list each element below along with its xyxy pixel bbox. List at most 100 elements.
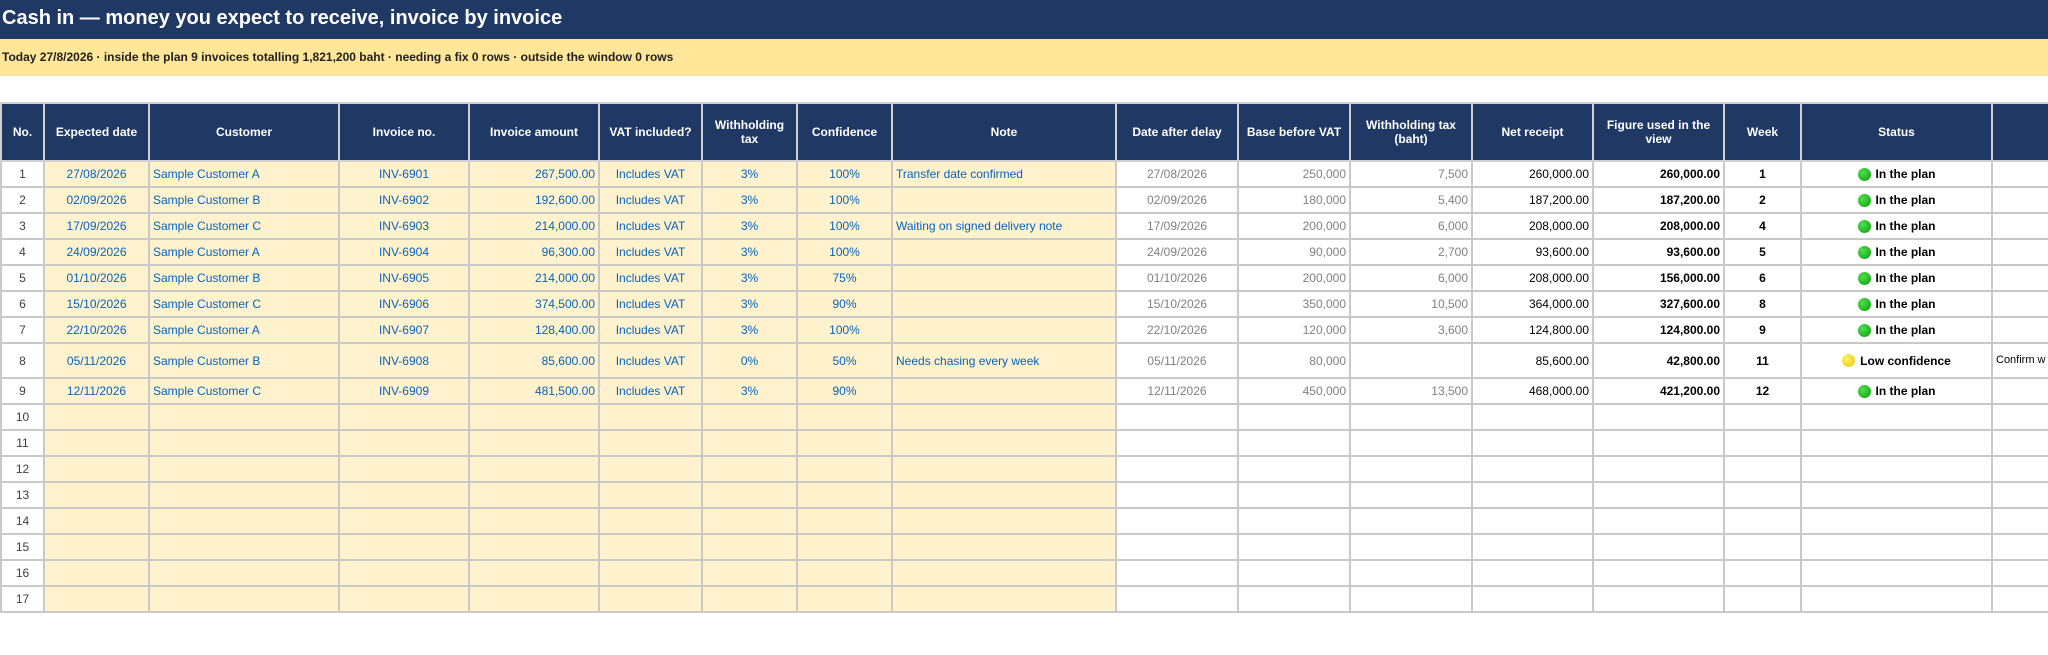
cell-date-after-delay[interactable] — [1115, 455, 1239, 483]
cell-withholding-tax[interactable] — [701, 585, 798, 613]
cell-week[interactable]: 4 — [1723, 212, 1802, 240]
cell-vat-included[interactable] — [598, 403, 703, 431]
cell-figure-used[interactable] — [1592, 507, 1725, 535]
cell-expected-date[interactable]: 27/08/2026 — [43, 160, 150, 188]
cell-status[interactable]: In the plan — [1800, 377, 1993, 405]
cell-extra-note[interactable] — [1991, 316, 2048, 344]
col-header[interactable]: Customer — [148, 102, 340, 162]
cell-base-before-vat[interactable]: 200,000 — [1237, 264, 1351, 292]
col-header[interactable]: Week — [1723, 102, 1802, 162]
cell-figure-used[interactable]: 327,600.00 — [1592, 290, 1725, 318]
col-header[interactable]: VAT included? — [598, 102, 703, 162]
cell-net-receipt[interactable] — [1471, 403, 1594, 431]
cell-customer[interactable] — [148, 403, 340, 431]
cell-withholding-tax-baht[interactable]: 6,000 — [1349, 212, 1473, 240]
cell-extra-note[interactable] — [1991, 377, 2048, 405]
cell-date-after-delay[interactable]: 02/09/2026 — [1115, 186, 1239, 214]
cell-withholding-tax[interactable] — [701, 403, 798, 431]
cell-week[interactable]: 6 — [1723, 264, 1802, 292]
cell-withholding-tax[interactable]: 3% — [701, 264, 798, 292]
cell-withholding-tax[interactable] — [701, 429, 798, 457]
cell-withholding-tax[interactable]: 3% — [701, 316, 798, 344]
cell-status[interactable]: In the plan — [1800, 238, 1993, 266]
cell-note[interactable] — [891, 186, 1117, 214]
cell-vat-included[interactable] — [598, 481, 703, 509]
cell-figure-used[interactable]: 260,000.00 — [1592, 160, 1725, 188]
cell-invoice-no[interactable]: INV-6903 — [338, 212, 470, 240]
cell-withholding-tax-baht[interactable] — [1349, 429, 1473, 457]
cell-extra-note[interactable] — [1991, 429, 2048, 457]
cell-date-after-delay[interactable] — [1115, 429, 1239, 457]
cell-note[interactable] — [891, 481, 1117, 509]
cell-net-receipt[interactable] — [1471, 585, 1594, 613]
cell-invoice-no[interactable] — [338, 481, 470, 509]
cell-withholding-tax[interactable]: 3% — [701, 212, 798, 240]
cell-vat-included[interactable]: Includes VAT — [598, 290, 703, 318]
cell-invoice-amount[interactable] — [468, 455, 600, 483]
cell-invoice-no[interactable] — [338, 507, 470, 535]
cell-invoice-no[interactable] — [338, 455, 470, 483]
cell-status[interactable]: In the plan — [1800, 160, 1993, 188]
cell-invoice-no[interactable] — [338, 559, 470, 587]
cell-note[interactable] — [891, 533, 1117, 561]
cell-customer[interactable] — [148, 481, 340, 509]
cell-note[interactable] — [891, 238, 1117, 266]
col-header[interactable]: Confidence — [796, 102, 893, 162]
cell-net-receipt[interactable] — [1471, 507, 1594, 535]
cell-week[interactable] — [1723, 455, 1802, 483]
cell-status[interactable] — [1800, 403, 1993, 431]
cell-status[interactable] — [1800, 455, 1993, 483]
cell-base-before-vat[interactable]: 350,000 — [1237, 290, 1351, 318]
cell-date-after-delay[interactable] — [1115, 507, 1239, 535]
cell-date-after-delay[interactable]: 22/10/2026 — [1115, 316, 1239, 344]
cell-base-before-vat[interactable]: 200,000 — [1237, 212, 1351, 240]
cell-status[interactable]: In the plan — [1800, 186, 1993, 214]
cell-date-after-delay[interactable] — [1115, 403, 1239, 431]
cell-base-before-vat[interactable] — [1237, 585, 1351, 613]
cell-week[interactable] — [1723, 559, 1802, 587]
cell-expected-date[interactable]: 24/09/2026 — [43, 238, 150, 266]
cell-customer[interactable]: Sample Customer A — [148, 238, 340, 266]
cell-customer[interactable] — [148, 585, 340, 613]
cell-invoice-amount[interactable]: 85,600.00 — [468, 342, 600, 379]
cell-customer[interactable]: Sample Customer B — [148, 342, 340, 379]
cell-note[interactable] — [891, 507, 1117, 535]
cell-date-after-delay[interactable]: 24/09/2026 — [1115, 238, 1239, 266]
cell-net-receipt[interactable] — [1471, 429, 1594, 457]
cell-extra-note[interactable]: Confirm w best case — [1991, 342, 2048, 379]
cell-status[interactable] — [1800, 481, 1993, 509]
cell-withholding-tax-baht[interactable]: 6,000 — [1349, 264, 1473, 292]
cell-note[interactable]: Transfer date confirmed — [891, 160, 1117, 188]
cell-withholding-tax-baht[interactable]: 10,500 — [1349, 290, 1473, 318]
cell-base-before-vat[interactable] — [1237, 481, 1351, 509]
cell-week[interactable] — [1723, 507, 1802, 535]
cell-note[interactable] — [891, 316, 1117, 344]
cell-customer[interactable]: Sample Customer C — [148, 290, 340, 318]
cell-vat-included[interactable]: Includes VAT — [598, 160, 703, 188]
cell-confidence[interactable]: 50% — [796, 342, 893, 379]
cell-customer[interactable]: Sample Customer B — [148, 186, 340, 214]
cell-extra-note[interactable] — [1991, 481, 2048, 509]
cell-net-receipt[interactable] — [1471, 481, 1594, 509]
cell-note[interactable]: Waiting on signed delivery note — [891, 212, 1117, 240]
cell-note[interactable] — [891, 429, 1117, 457]
cell-status[interactable] — [1800, 559, 1993, 587]
cell-invoice-no[interactable] — [338, 533, 470, 561]
cell-vat-included[interactable] — [598, 559, 703, 587]
cell-withholding-tax[interactable] — [701, 455, 798, 483]
cell-status[interactable]: Low confidence — [1800, 342, 1993, 379]
cell-withholding-tax[interactable] — [701, 481, 798, 509]
cell-confidence[interactable] — [796, 403, 893, 431]
cell-status[interactable] — [1800, 429, 1993, 457]
cell-invoice-amount[interactable] — [468, 481, 600, 509]
cell-customer[interactable] — [148, 507, 340, 535]
cell-withholding-tax-baht[interactable]: 2,700 — [1349, 238, 1473, 266]
cell-status[interactable] — [1800, 533, 1993, 561]
cell-withholding-tax[interactable] — [701, 533, 798, 561]
cell-customer[interactable] — [148, 533, 340, 561]
cell-expected-date[interactable] — [43, 429, 150, 457]
cell-note[interactable] — [891, 455, 1117, 483]
cell-vat-included[interactable]: Includes VAT — [598, 316, 703, 344]
cell-vat-included[interactable]: Includes VAT — [598, 377, 703, 405]
cell-withholding-tax-baht[interactable] — [1349, 342, 1473, 379]
